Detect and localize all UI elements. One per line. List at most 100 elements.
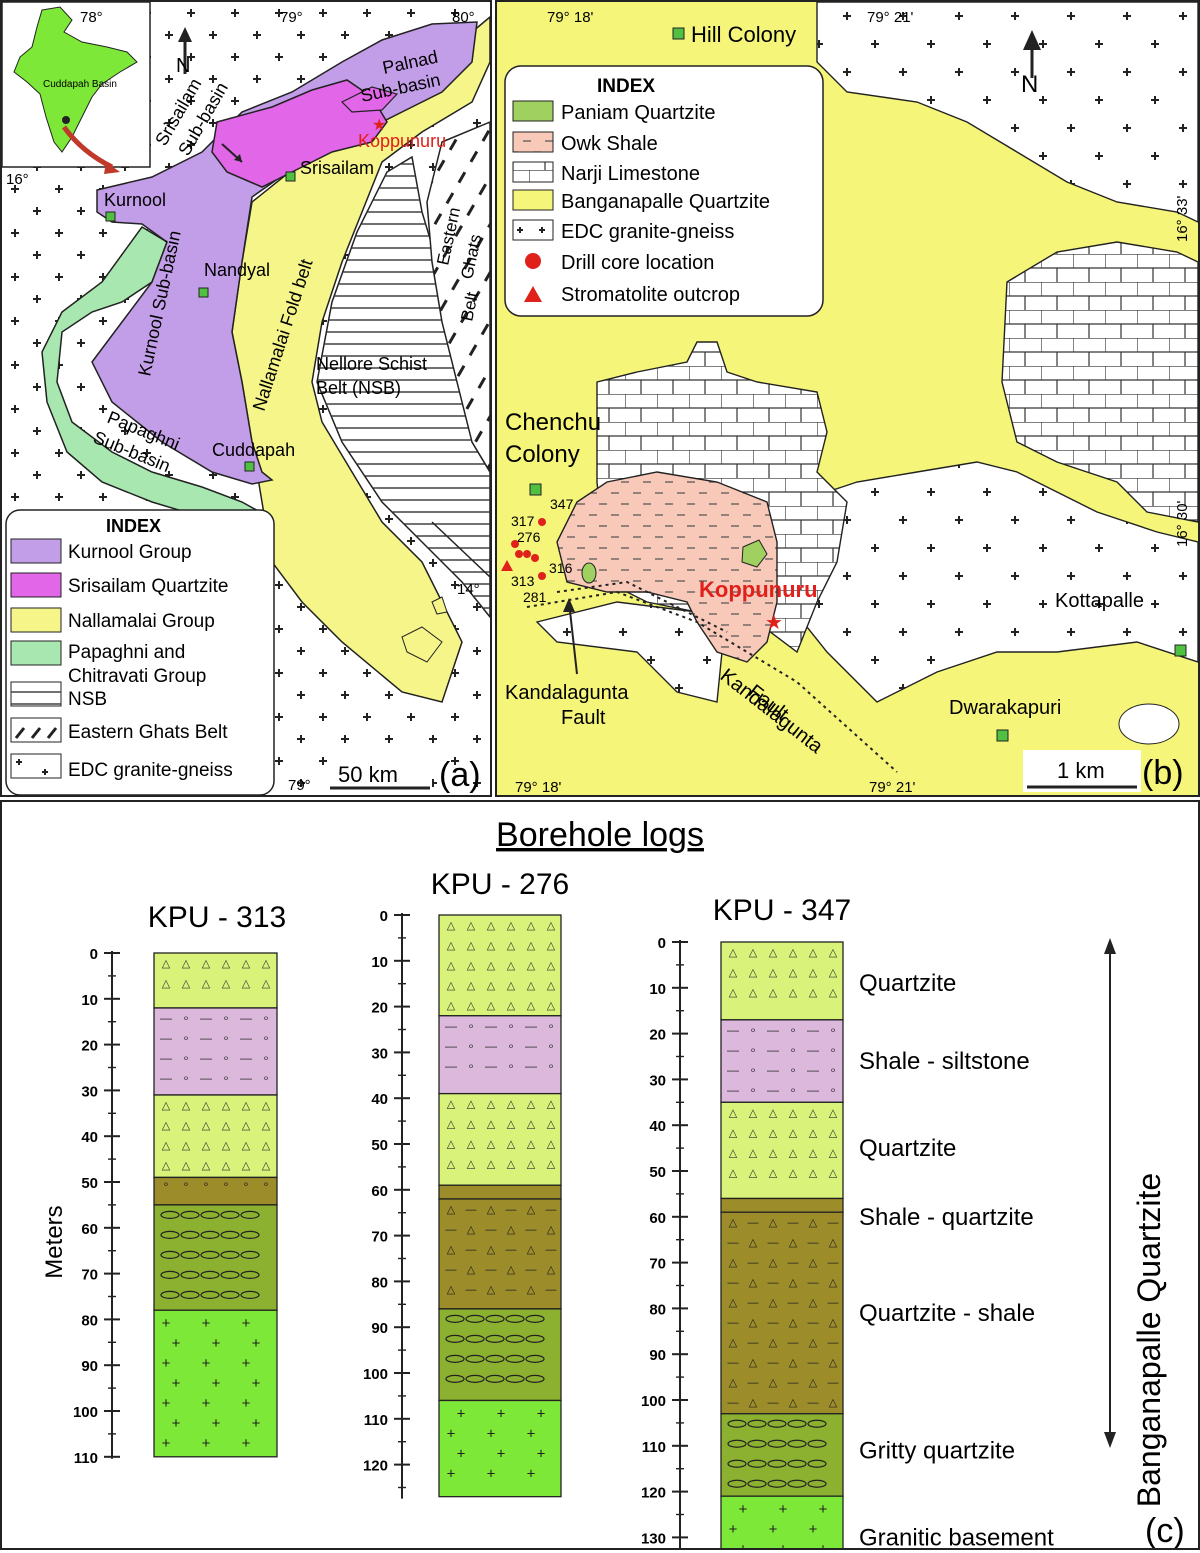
lith-symbol: △ xyxy=(527,1099,536,1111)
lith-symbol: + xyxy=(527,1465,536,1482)
layer-gritty xyxy=(438,1308,562,1402)
lith-symbol: ∘ xyxy=(182,1071,190,1085)
lith-symbol: △ xyxy=(809,1217,818,1229)
lith-symbol: △ xyxy=(547,1000,556,1012)
y-axis-label: Meters xyxy=(41,1205,68,1278)
lith-symbol: — xyxy=(808,1317,819,1329)
panel-label-c: (c) xyxy=(1145,1512,1185,1548)
lith-symbol: △ xyxy=(729,1297,738,1309)
lith-symbol xyxy=(180,1210,200,1219)
lith-symbol: — xyxy=(828,1337,839,1349)
lith-symbol: △ xyxy=(467,1224,476,1236)
lith-symbol: △ xyxy=(162,1100,171,1112)
lith-symbol: △ xyxy=(789,1277,798,1289)
lith-symbol: — xyxy=(485,1019,497,1033)
lith-symbol: ∘ xyxy=(223,1178,230,1190)
lith-symbol: △ xyxy=(487,1244,496,1256)
lith-symbol: △ xyxy=(162,958,171,970)
lith-symbol: ∘ xyxy=(749,1063,757,1077)
lith-symbol: △ xyxy=(789,1237,798,1249)
svg-text:Papaghni and: Papaghni and xyxy=(68,642,185,663)
lith-symbol: △ xyxy=(447,940,456,952)
lith-symbol: △ xyxy=(749,967,758,979)
lith-symbol: △ xyxy=(222,958,231,970)
lith-symbol: △ xyxy=(829,1237,838,1249)
lith-symbol: △ xyxy=(769,967,778,979)
lith-symbol: — xyxy=(807,1023,819,1037)
koppunuru-star: ★ xyxy=(372,117,386,134)
lith-symbol: — xyxy=(788,1217,799,1229)
lith-symbol xyxy=(727,1439,747,1448)
lith-symbol: △ xyxy=(769,1297,778,1309)
lith-symbol xyxy=(525,1354,545,1363)
tick-label: 0 xyxy=(380,908,388,925)
lith-symbol xyxy=(807,1479,827,1488)
lith-symbol: — xyxy=(728,1237,739,1249)
lith-symbol: + xyxy=(252,1335,261,1352)
lith-symbol xyxy=(465,1354,485,1363)
lith-symbol xyxy=(445,1314,465,1323)
tick-label: 70 xyxy=(649,1256,666,1273)
lith-symbol: △ xyxy=(547,1099,556,1111)
lith-symbol: + xyxy=(497,1405,506,1422)
lith-symbol: ∘ xyxy=(182,1031,190,1045)
lith-symbol: △ xyxy=(829,947,838,959)
lith-symbol: △ xyxy=(487,960,496,972)
lith-symbol xyxy=(240,1250,260,1259)
tick-label: 30 xyxy=(371,1045,388,1062)
lith-symbol: △ xyxy=(527,920,536,932)
lith-symbol: △ xyxy=(242,1160,251,1172)
lithology-label: Quartzite xyxy=(859,1135,956,1162)
coord-b-lon2: 79° 21' xyxy=(867,9,914,26)
lith-symbol: + xyxy=(202,1355,211,1372)
lith-symbol xyxy=(767,1439,787,1448)
lith-symbol: △ xyxy=(829,1397,838,1409)
lith-symbol: △ xyxy=(769,1167,778,1179)
lith-symbol: — xyxy=(808,1237,819,1249)
lith-symbol: △ xyxy=(222,1160,231,1172)
lith-symbol xyxy=(747,1479,767,1488)
layer-quartzite xyxy=(438,1092,562,1186)
lith-symbol: — xyxy=(768,1397,779,1409)
lith-symbol xyxy=(747,1459,767,1468)
lithology-label: Granitic basement xyxy=(859,1524,1054,1548)
lith-symbol: — xyxy=(788,1377,799,1389)
lith-symbol: + xyxy=(527,1425,536,1442)
lith-symbol: — xyxy=(240,1031,252,1045)
lith-symbol xyxy=(465,1334,485,1343)
lith-symbol xyxy=(220,1250,240,1259)
lith-symbol: △ xyxy=(202,1120,211,1132)
lith-symbol: — xyxy=(788,1337,799,1349)
svg-text:EDC granite-gneiss: EDC granite-gneiss xyxy=(68,760,233,781)
lithology-label: Shale - siltstone xyxy=(859,1048,1030,1075)
lith-symbol: △ xyxy=(527,1139,536,1151)
coord-b-lon2-bottom: 79° 21' xyxy=(869,779,916,795)
lith-symbol: — xyxy=(728,1277,739,1289)
lith-symbol xyxy=(220,1270,240,1279)
lith-symbol: △ xyxy=(507,1099,516,1111)
lith-symbol: + xyxy=(537,1445,546,1462)
lith-symbol: △ xyxy=(182,1140,191,1152)
lith-symbol: ∘ xyxy=(222,1051,230,1065)
tick-label: 80 xyxy=(649,1301,666,1318)
lith-symbol: △ xyxy=(467,1119,476,1131)
lith-symbol: — xyxy=(466,1244,477,1256)
svg-text:347: 347 xyxy=(550,496,574,512)
kurnool-unit xyxy=(91,21,478,485)
lith-symbol: + xyxy=(809,1521,818,1538)
lith-symbol: — xyxy=(808,1277,819,1289)
lith-symbol: + xyxy=(162,1435,171,1452)
svg-text:50 km: 50 km xyxy=(338,762,398,787)
lith-symbol: △ xyxy=(487,1139,496,1151)
tick-label: 100 xyxy=(73,1404,98,1421)
lith-symbol: + xyxy=(769,1521,778,1538)
label-koppunuru: Koppunuru xyxy=(358,131,446,151)
lith-symbol xyxy=(787,1419,807,1428)
coord-80: 80° xyxy=(452,9,475,26)
lith-symbol: △ xyxy=(242,1100,251,1112)
lith-symbol: △ xyxy=(467,1000,476,1012)
lith-symbol: — xyxy=(200,1071,212,1085)
lith-symbol: — xyxy=(525,1039,537,1053)
lith-symbol: △ xyxy=(182,1100,191,1112)
lith-symbol: — xyxy=(788,1297,799,1309)
